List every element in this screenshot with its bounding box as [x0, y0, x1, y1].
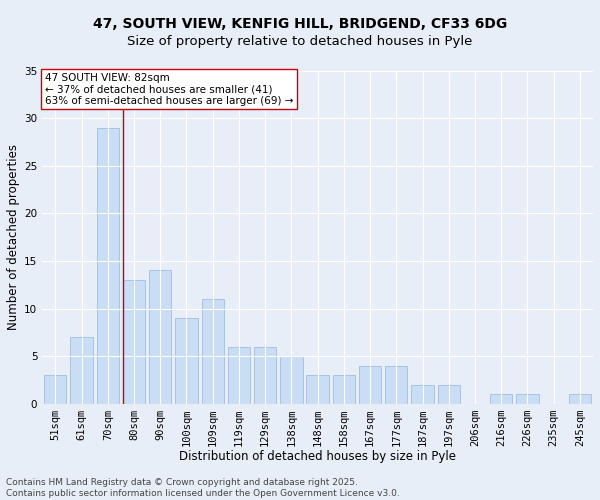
Text: 47, SOUTH VIEW, KENFIG HILL, BRIDGEND, CF33 6DG: 47, SOUTH VIEW, KENFIG HILL, BRIDGEND, C…	[93, 18, 507, 32]
Bar	[437, 384, 460, 404]
Y-axis label: Number of detached properties: Number of detached properties	[7, 144, 20, 330]
Bar	[385, 366, 407, 404]
Bar	[333, 375, 355, 404]
Bar	[123, 280, 145, 404]
Bar	[412, 384, 434, 404]
Bar	[359, 366, 381, 404]
Bar	[228, 346, 250, 404]
Bar	[202, 299, 224, 404]
Bar	[517, 394, 539, 404]
Bar	[569, 394, 591, 404]
Bar	[254, 346, 277, 404]
Bar	[70, 337, 93, 404]
Bar	[175, 318, 197, 404]
Bar	[280, 356, 302, 404]
Bar	[97, 128, 119, 404]
Bar	[490, 394, 512, 404]
Text: 47 SOUTH VIEW: 82sqm
← 37% of detached houses are smaller (41)
63% of semi-detac: 47 SOUTH VIEW: 82sqm ← 37% of detached h…	[45, 72, 293, 106]
Bar	[149, 270, 172, 404]
Text: Size of property relative to detached houses in Pyle: Size of property relative to detached ho…	[127, 35, 473, 48]
Bar	[307, 375, 329, 404]
Bar	[44, 375, 67, 404]
X-axis label: Distribution of detached houses by size in Pyle: Distribution of detached houses by size …	[179, 450, 456, 463]
Text: Contains HM Land Registry data © Crown copyright and database right 2025.
Contai: Contains HM Land Registry data © Crown c…	[6, 478, 400, 498]
